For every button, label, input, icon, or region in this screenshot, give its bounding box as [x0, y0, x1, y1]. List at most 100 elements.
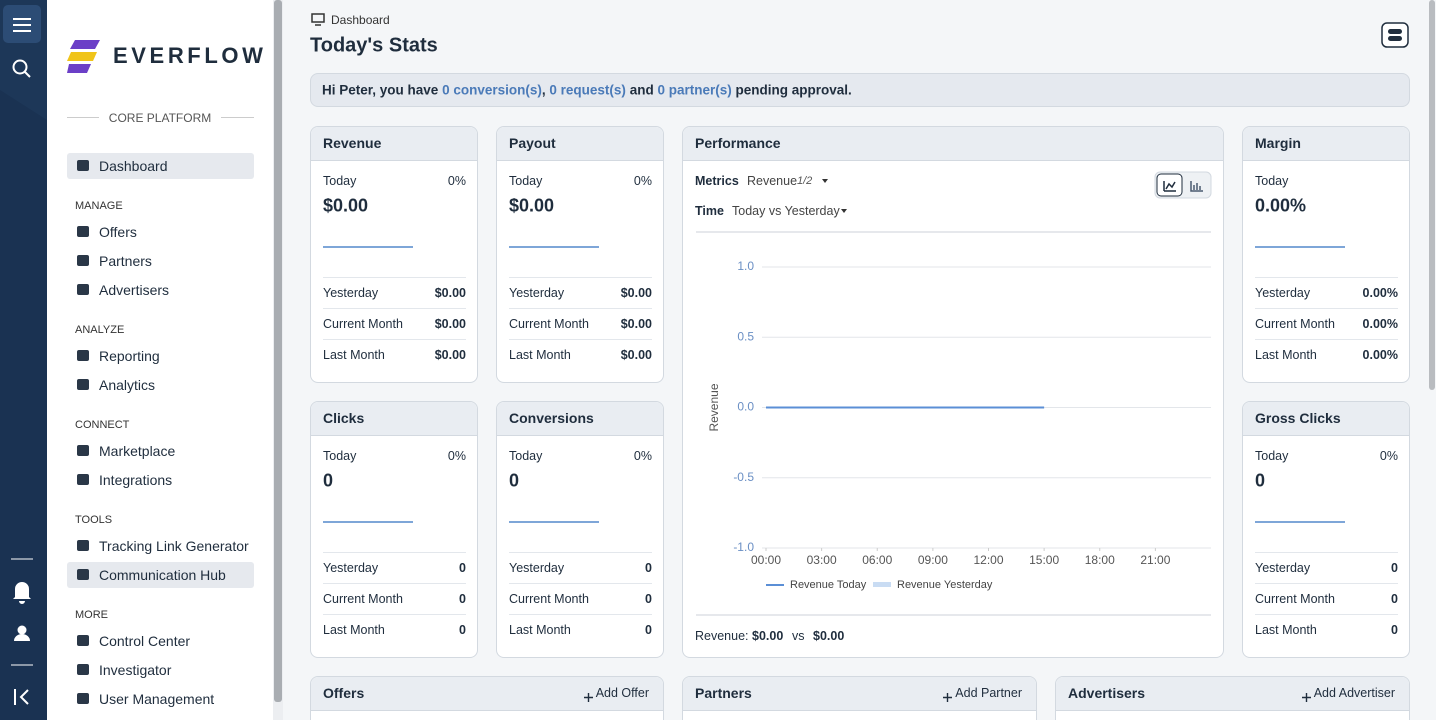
change: 0%	[447, 174, 466, 188]
change: 0%	[1379, 449, 1398, 463]
plus	[943, 693, 952, 702]
breadcrumb[interactable]: Dashboard	[331, 13, 390, 27]
row-value: 0	[1391, 623, 1398, 637]
card-title: Advertisers	[1068, 685, 1146, 701]
add-button[interactable]: Add Partner	[955, 686, 1022, 700]
text: pending approval.	[735, 82, 852, 98]
nav-item[interactable]: Investigator	[99, 662, 172, 678]
card-title: Revenue	[323, 135, 382, 151]
table-card: Partners Add Partner	[682, 676, 1037, 720]
row-label: Current Month	[323, 592, 403, 606]
user-icon[interactable]	[14, 625, 30, 642]
card-header	[497, 127, 663, 161]
nav-item[interactable]: Dashboard	[99, 158, 168, 174]
today-value: 0.00%	[1255, 195, 1307, 216]
card-header	[1243, 127, 1409, 161]
nav-item[interactable]: Communication Hub	[99, 567, 226, 583]
stat-card: Margin Today 0.00% Yesterday 0.00% Current Mo…	[1242, 126, 1410, 383]
row-divider	[323, 583, 466, 584]
card-title: Conversions	[509, 410, 594, 426]
row-divider	[509, 277, 652, 278]
nav-item[interactable]: Analytics	[99, 377, 156, 393]
caret	[822, 179, 828, 183]
row-divider	[509, 339, 652, 340]
plus-icon	[1302, 689, 1311, 702]
card-title: Payout	[509, 135, 556, 151]
row-value: 0	[459, 623, 466, 637]
legend-label[interactable]: Revenue Today	[790, 579, 867, 591]
nav-item[interactable]: Offers	[99, 224, 137, 240]
link[interactable]: 0 conversion(s)	[442, 82, 542, 98]
nav-item[interactable]: Control Center	[99, 633, 191, 649]
row-label: Last Month	[323, 348, 385, 362]
sparkline	[1255, 246, 1345, 248]
nav-item[interactable]: Integrations	[99, 472, 173, 488]
section-title: MANAGE	[75, 200, 123, 212]
nav-icon	[77, 284, 89, 295]
sparkline	[323, 521, 413, 523]
layout-toggle[interactable]	[1381, 22, 1409, 48]
today-total: $0.00	[752, 629, 784, 643]
card-title: Margin	[1255, 135, 1301, 151]
metrics-label: Metrics	[695, 174, 739, 188]
search-icon[interactable]	[12, 59, 31, 78]
page-scroll-thumb[interactable]	[1429, 0, 1435, 390]
platform-label: CORE PLATFORM	[108, 111, 212, 125]
metric-select[interactable]: Revenue	[747, 174, 798, 188]
nav-item[interactable]: Marketplace	[99, 443, 176, 459]
row-label: Yesterday	[509, 561, 565, 575]
nav-icon	[77, 569, 89, 580]
today-value: $0.00	[509, 195, 555, 216]
nav-item[interactable]: Tracking Link Generator	[99, 538, 249, 554]
text: and	[629, 82, 654, 98]
rule	[221, 117, 254, 118]
row-divider	[1255, 552, 1398, 553]
bell-icon[interactable]	[13, 582, 31, 604]
row-value: $0.00	[620, 317, 652, 331]
plus	[1302, 693, 1311, 702]
row-value: 0.00%	[1362, 348, 1398, 362]
row-value: 0	[645, 623, 652, 637]
row-value: $0.00	[620, 348, 652, 362]
x-tick-label: 00:00	[751, 553, 781, 567]
row-label: Yesterday	[323, 286, 379, 300]
row-value: $0.00	[434, 317, 466, 331]
add-button[interactable]: Add Offer	[595, 686, 649, 700]
nav-item[interactable]: Advertisers	[99, 282, 170, 298]
legend-label[interactable]: Revenue Yesterday	[897, 579, 993, 591]
row-label: Yesterday	[1255, 286, 1311, 300]
time-select[interactable]: Today vs Yesterday	[732, 204, 840, 218]
collapse-icon[interactable]	[14, 689, 29, 705]
plus-icon	[584, 689, 593, 702]
row-value: $0.00	[434, 348, 466, 362]
sparkline	[323, 246, 413, 248]
card-header	[311, 677, 663, 711]
menu-icon	[13, 18, 31, 32]
row-divider	[509, 583, 652, 584]
row-value: 0.00%	[1362, 317, 1398, 331]
bar-icon[interactable]	[1190, 181, 1203, 192]
row-divider	[323, 277, 466, 278]
card-title: Partners	[695, 685, 752, 701]
table-card: Advertisers Add Advertiser	[1055, 676, 1410, 720]
scroll-thumb[interactable]	[274, 0, 282, 702]
text: Hi Peter, you have	[322, 82, 439, 98]
nav-icon	[77, 350, 89, 361]
stat-card: Clicks Today 0% 0 Yesterday 0 Current Month 0 La…	[310, 401, 478, 658]
row-divider	[1255, 614, 1398, 615]
stat-card: Revenue Today 0% $0.00 Yesterday $0.00 Current…	[310, 126, 478, 383]
nav-item[interactable]: Partners	[99, 253, 152, 269]
link[interactable]: 0 request(s)	[549, 82, 626, 98]
today-label: Today	[509, 449, 543, 463]
link[interactable]: 0 partner(s)	[657, 82, 732, 98]
change: 0%	[447, 449, 466, 463]
plus	[584, 693, 593, 702]
stat-card: Payout Today 0% $0.00 Yesterday $0.00 Current …	[496, 126, 664, 383]
add-button[interactable]: Add Advertiser	[1313, 686, 1395, 700]
nav-item[interactable]: User Management	[99, 691, 215, 707]
row-label: Current Month	[323, 317, 403, 331]
card-header	[683, 127, 1223, 161]
row-divider	[323, 614, 466, 615]
nav-item[interactable]: Reporting	[99, 348, 160, 364]
row-label: Yesterday	[323, 561, 379, 575]
